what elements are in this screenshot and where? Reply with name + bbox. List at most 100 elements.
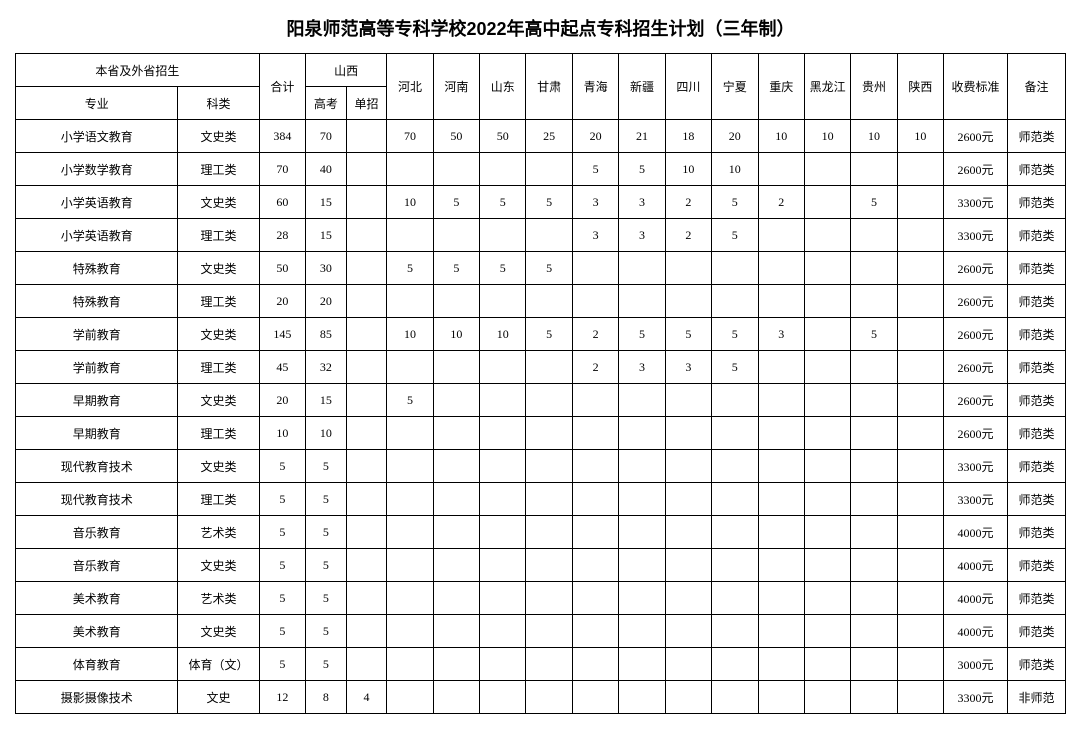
- table-cell: 师范类: [1007, 219, 1065, 252]
- table-cell: [480, 153, 526, 186]
- table-cell: [387, 516, 433, 549]
- table-cell: 10: [897, 120, 943, 153]
- header-category: 科类: [178, 87, 259, 120]
- table-cell: [526, 417, 572, 450]
- table-cell: [480, 681, 526, 714]
- table-cell: 4000元: [944, 516, 1008, 549]
- header-shanxi: 山西: [306, 54, 387, 87]
- table-cell: 3: [619, 186, 665, 219]
- table-cell: 音乐教育: [16, 549, 178, 582]
- table-cell: [346, 219, 387, 252]
- table-cell: [758, 285, 804, 318]
- table-cell: 文史类: [178, 384, 259, 417]
- table-row: 小学英语教育文史类6015105553325253300元师范类: [16, 186, 1066, 219]
- table-cell: 10: [758, 120, 804, 153]
- header-fee: 收费标准: [944, 54, 1008, 120]
- table-row: 早期教育理工类10102600元师范类: [16, 417, 1066, 450]
- table-cell: [572, 384, 618, 417]
- table-cell: [851, 582, 897, 615]
- table-cell: [526, 384, 572, 417]
- table-cell: [665, 252, 711, 285]
- table-cell: [619, 615, 665, 648]
- table-cell: [480, 582, 526, 615]
- table-cell: [897, 582, 943, 615]
- table-cell: 师范类: [1007, 120, 1065, 153]
- table-cell: [712, 384, 758, 417]
- table-cell: [804, 318, 850, 351]
- table-cell: [804, 351, 850, 384]
- table-cell: 2600元: [944, 417, 1008, 450]
- table-cell: 特殊教育: [16, 285, 178, 318]
- table-cell: [480, 549, 526, 582]
- table-cell: 3: [619, 219, 665, 252]
- table-cell: 8: [306, 681, 347, 714]
- table-row: 学前教育理工类453223352600元师范类: [16, 351, 1066, 384]
- table-cell: [851, 219, 897, 252]
- table-cell: 美术教育: [16, 615, 178, 648]
- table-cell: [572, 483, 618, 516]
- table-cell: 小学英语教育: [16, 219, 178, 252]
- table-cell: [897, 219, 943, 252]
- table-cell: [433, 450, 479, 483]
- table-cell: 师范类: [1007, 351, 1065, 384]
- table-cell: 文史类: [178, 120, 259, 153]
- header-province: 新疆: [619, 54, 665, 120]
- table-cell: [526, 483, 572, 516]
- table-cell: 3: [572, 219, 618, 252]
- table-cell: [804, 252, 850, 285]
- table-cell: [851, 450, 897, 483]
- table-cell: [758, 351, 804, 384]
- table-cell: 5: [306, 549, 347, 582]
- table-cell: 28: [259, 219, 305, 252]
- table-row: 特殊教育理工类20202600元师范类: [16, 285, 1066, 318]
- table-cell: [387, 615, 433, 648]
- table-cell: [897, 351, 943, 384]
- table-cell: 20: [572, 120, 618, 153]
- table-cell: [758, 450, 804, 483]
- table-cell: [433, 285, 479, 318]
- table-cell: [346, 384, 387, 417]
- table-cell: 文史类: [178, 252, 259, 285]
- table-cell: 文史类: [178, 186, 259, 219]
- table-cell: [433, 384, 479, 417]
- table-cell: [897, 252, 943, 285]
- table-cell: [526, 219, 572, 252]
- table-cell: 5: [526, 252, 572, 285]
- table-cell: [897, 483, 943, 516]
- table-cell: 2: [665, 186, 711, 219]
- table-cell: 文史类: [178, 615, 259, 648]
- table-cell: [433, 549, 479, 582]
- table-cell: 师范类: [1007, 384, 1065, 417]
- table-cell: 2: [758, 186, 804, 219]
- table-cell: [572, 615, 618, 648]
- table-cell: 学前教育: [16, 351, 178, 384]
- table-cell: 5: [387, 384, 433, 417]
- table-cell: 美术教育: [16, 582, 178, 615]
- table-cell: 25: [526, 120, 572, 153]
- table-cell: [433, 219, 479, 252]
- table-cell: 3300元: [944, 219, 1008, 252]
- table-cell: 3: [619, 351, 665, 384]
- table-cell: 5: [526, 186, 572, 219]
- table-cell: [480, 285, 526, 318]
- table-cell: [526, 516, 572, 549]
- table-cell: 145: [259, 318, 305, 351]
- table-cell: 3: [665, 351, 711, 384]
- table-cell: [804, 549, 850, 582]
- table-cell: 特殊教育: [16, 252, 178, 285]
- table-cell: 20: [306, 285, 347, 318]
- header-province: 青海: [572, 54, 618, 120]
- table-cell: [387, 417, 433, 450]
- table-cell: [804, 219, 850, 252]
- table-cell: 艺术类: [178, 516, 259, 549]
- table-cell: [712, 681, 758, 714]
- table-cell: 5: [526, 318, 572, 351]
- table-cell: [387, 351, 433, 384]
- table-cell: [665, 615, 711, 648]
- table-cell: 5: [259, 516, 305, 549]
- table-cell: 2: [572, 351, 618, 384]
- table-cell: 10: [387, 186, 433, 219]
- table-cell: [480, 450, 526, 483]
- table-cell: [480, 483, 526, 516]
- header-province: 宁夏: [712, 54, 758, 120]
